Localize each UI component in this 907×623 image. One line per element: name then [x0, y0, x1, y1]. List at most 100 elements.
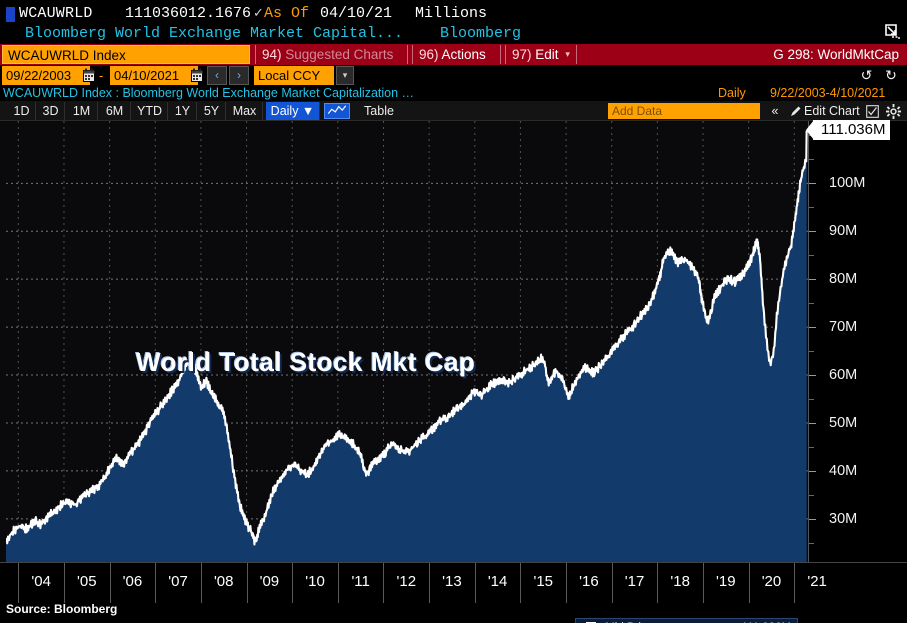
- y-axis-minor-tick: [809, 159, 814, 161]
- y-axis-label: 30M: [829, 510, 858, 527]
- x-axis-separator: [200, 563, 202, 603]
- x-axis-label: '09: [259, 573, 280, 590]
- chart-title: World Total Stock Mkt Cap: [136, 347, 476, 377]
- y-axis-minor-tick: [809, 255, 814, 257]
- y-axis-minor-tick: [809, 494, 814, 496]
- collapse-panel-button[interactable]: «: [771, 104, 779, 118]
- x-axis-separator: [611, 563, 613, 603]
- command-input[interactable]: WCAUWRLD Index: [2, 45, 250, 64]
- y-axis-tick: [809, 375, 816, 377]
- pencil-icon[interactable]: [789, 105, 802, 118]
- actions-label: Actions: [441, 47, 486, 62]
- expand-icon[interactable]: [883, 23, 901, 41]
- range-button-1m[interactable]: 1M: [66, 102, 98, 120]
- x-axis-separator: [520, 563, 522, 603]
- range-button-3d[interactable]: 3D: [37, 102, 65, 120]
- end-date-input[interactable]: 04/10/2021: [110, 66, 198, 85]
- range-button-1d[interactable]: 1D: [8, 102, 36, 120]
- y-axis-tick: [809, 470, 816, 472]
- screen-id-label: G 298: WorldMktCap: [773, 47, 899, 62]
- edit-menu-button[interactable]: 97) Edit ▾: [505, 45, 577, 64]
- chart-plot[interactable]: [6, 121, 808, 562]
- last-price-tag: 111.036M: [806, 120, 890, 141]
- next-period-button[interactable]: ›: [229, 66, 249, 85]
- y-axis-label: 50M: [829, 414, 858, 431]
- y-axis-minor-tick: [809, 542, 814, 544]
- x-axis-separator: [109, 563, 111, 603]
- y-axis-tick: [809, 422, 816, 424]
- as-of-date: 04/10/21: [320, 5, 393, 22]
- chevron-down-icon[interactable]: ▾: [336, 66, 354, 85]
- y-axis-minor-tick: [809, 351, 814, 353]
- suggested-charts-number: 94): [262, 47, 282, 62]
- x-axis-label: '10: [305, 573, 325, 590]
- chart-area: World Total Stock Mkt Cap ∠ Annotate Mid…: [0, 120, 907, 623]
- range-button-6m[interactable]: 6M: [99, 102, 131, 120]
- quote-bar: WCAUWRLD 111036012.1676 ✓ As Of 04/10/21…: [0, 0, 907, 44]
- start-date-input[interactable]: 09/22/2003: [2, 66, 90, 85]
- x-axis-separator: [566, 563, 568, 603]
- y-axis-tick: [809, 231, 816, 233]
- x-axis-separator: [63, 563, 65, 603]
- frequency-label: Daily: [718, 86, 746, 100]
- security-detail-line: WCAUWRLD Index : Bloomberg World Exchang…: [0, 86, 907, 101]
- undo-icon[interactable]: ↺: [860, 67, 873, 83]
- x-axis-separator: [292, 563, 294, 603]
- x-axis-label: '04: [31, 573, 51, 590]
- x-axis-separator: [474, 563, 476, 603]
- source-label: Source: Bloomberg: [6, 602, 118, 616]
- security-full-name: WCAUWRLD Index : Bloomberg World Exchang…: [3, 86, 415, 100]
- line-chart-icon[interactable]: [324, 103, 350, 119]
- prev-period-button[interactable]: ‹: [207, 66, 227, 85]
- x-axis-label: '05: [77, 573, 97, 590]
- y-axis-tick: [809, 183, 816, 185]
- range-button-5y[interactable]: 5Y: [198, 102, 226, 120]
- edit-label: Edit: [535, 47, 559, 62]
- x-axis-label: '07: [168, 573, 188, 590]
- y-axis-label: 70M: [829, 319, 858, 336]
- x-axis-label: '12: [396, 573, 417, 590]
- series-line: [6, 130, 808, 546]
- edit-chart-button[interactable]: Edit Chart: [804, 104, 860, 118]
- range-button-1y[interactable]: 1Y: [169, 102, 197, 120]
- y-axis: 30M 40M 50M 60M 70M 80M 90M 100M 111.036M: [806, 120, 907, 562]
- x-axis-separator: [657, 563, 659, 603]
- y-axis-label: 60M: [829, 367, 858, 384]
- table-view-button[interactable]: Table: [364, 104, 394, 118]
- y-axis-minor-tick: [809, 207, 814, 209]
- calendar-icon[interactable]: [83, 68, 95, 83]
- security-last-value: 111036012.1676: [125, 5, 252, 22]
- x-axis-separator: [748, 563, 750, 603]
- x-axis-label: '21: [807, 573, 827, 590]
- x-axis-separator: [18, 563, 20, 603]
- range-button-max[interactable]: Max: [227, 102, 263, 120]
- date-range-label: 9/22/2003-4/10/2021: [770, 86, 886, 100]
- price-series-svg: [6, 121, 808, 562]
- x-axis-separator: [383, 563, 385, 603]
- y-axis-tick: [809, 518, 816, 520]
- redo-icon[interactable]: ↻: [885, 67, 897, 83]
- x-axis-label: '19: [716, 573, 736, 590]
- y-axis-label: 90M: [829, 223, 858, 240]
- actions-menu-button[interactable]: 96) Actions ▾: [412, 45, 501, 78]
- brand-label: Bloomberg: [440, 25, 522, 42]
- chart-legend[interactable]: Mid Price 111.036M ⊤ High on 04/10/21 11…: [575, 618, 798, 623]
- edit-number: 97): [512, 47, 532, 62]
- add-data-input[interactable]: Add Data: [608, 103, 760, 119]
- currency-selector[interactable]: Local CCY: [254, 66, 334, 85]
- x-axis-label: '16: [579, 573, 599, 590]
- period-selector[interactable]: Daily ▼: [266, 102, 320, 120]
- calendar-icon[interactable]: [191, 68, 203, 83]
- security-color-square: [6, 7, 15, 22]
- x-axis-label: '06: [122, 573, 143, 590]
- suggested-charts-button[interactable]: 94) Suggested Charts: [255, 45, 408, 64]
- y-axis-tick: [809, 279, 816, 281]
- range-button-ytd[interactable]: YTD: [132, 102, 168, 120]
- x-axis-separator: [703, 563, 704, 603]
- gear-icon[interactable]: [886, 104, 901, 119]
- checkbox-icon[interactable]: [866, 105, 879, 118]
- suggested-charts-label: Suggested Charts: [285, 47, 394, 62]
- y-axis-minor-tick: [809, 399, 814, 401]
- chevron-down-icon: ▾: [565, 49, 570, 59]
